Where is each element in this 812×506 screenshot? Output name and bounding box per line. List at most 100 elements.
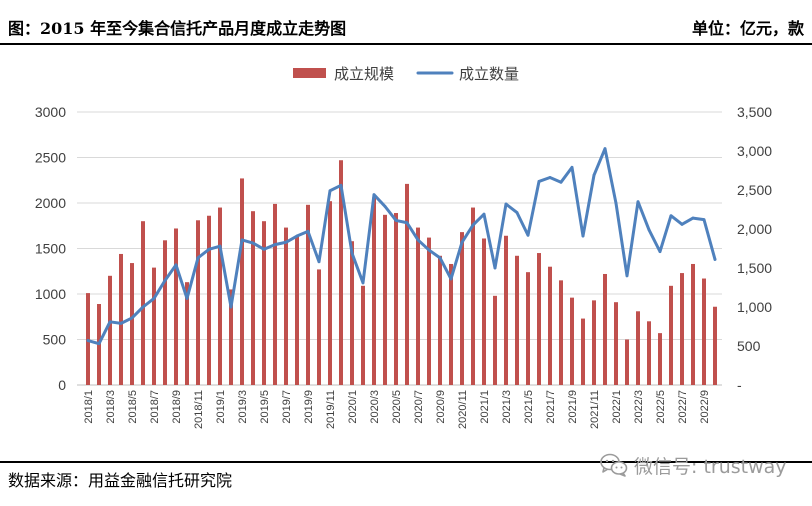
- count-point: [493, 266, 497, 270]
- legend-swatch-scale: [293, 68, 326, 78]
- right-axis-tick-label: 500: [737, 338, 761, 354]
- count-point: [702, 218, 706, 222]
- scale-bar: [493, 295, 497, 385]
- scale-bar: [680, 273, 684, 385]
- scale-bar: [482, 238, 486, 385]
- line-series-count: [86, 147, 717, 346]
- scale-bar: [361, 285, 365, 385]
- scale-bar: [691, 263, 695, 385]
- count-point: [108, 320, 112, 324]
- count-point: [251, 241, 255, 245]
- count-point: [669, 214, 673, 218]
- x-axis-tick-label: 2022/9: [699, 390, 711, 424]
- x-axis-tick-label: 2018/11: [193, 390, 205, 429]
- count-point: [141, 305, 145, 309]
- right-axis: - 500 1,000 1,500 2,000 2,500 3,000 3,500: [737, 104, 772, 393]
- count-point: [240, 238, 244, 242]
- count-point: [262, 247, 266, 251]
- count-point: [394, 219, 398, 222]
- scale-bar: [515, 255, 519, 385]
- scale-bar: [306, 204, 310, 385]
- count-point: [713, 258, 717, 261]
- x-axis-tick-label: 2022/3: [633, 390, 645, 424]
- left-axis: 0 500 1000 1500 2000 2500 3000: [35, 104, 66, 393]
- count-point: [592, 173, 596, 177]
- scale-bar: [163, 240, 167, 385]
- count-point: [537, 180, 541, 183]
- x-axis-tick-label: 2020/5: [391, 390, 403, 424]
- x-axis-tick-label: 2020/11: [457, 390, 469, 429]
- x-axis-tick-label: 2018/9: [171, 390, 183, 424]
- scale-bar: [537, 253, 541, 385]
- left-axis-tick-label: 3000: [35, 104, 66, 120]
- scale-bar: [295, 235, 299, 385]
- header-rule: [0, 43, 812, 45]
- scale-bar: [570, 297, 574, 385]
- count-point: [119, 321, 123, 325]
- count-point: [152, 297, 156, 300]
- count-point: [460, 240, 464, 244]
- scale-bar: [174, 228, 178, 385]
- x-axis-tick-label: 2020/9: [435, 390, 447, 424]
- x-axis-tick-label: 2020/7: [413, 390, 425, 424]
- count-point: [383, 204, 387, 208]
- scale-bar: [141, 221, 145, 385]
- scale-bar: [372, 197, 376, 385]
- scale-bar: [647, 321, 651, 385]
- x-axis-tick-label: 2019/9: [303, 390, 315, 424]
- x-axis-tick-label: 2021/11: [589, 390, 601, 429]
- right-axis-tick-label: -: [737, 377, 742, 393]
- x-axis-tick-label: 2018/5: [127, 390, 139, 424]
- count-point: [361, 281, 365, 285]
- left-axis-tick-label: 500: [43, 332, 67, 348]
- x-axis-tick-label: 2022/5: [655, 390, 667, 424]
- count-point: [207, 247, 211, 251]
- scale-bar: [526, 272, 530, 385]
- x-axis-tick-label: 2021/5: [523, 390, 535, 424]
- x-axis-tick-label: 2018/3: [105, 390, 117, 424]
- count-point: [691, 216, 695, 220]
- scale-bar: [339, 160, 343, 385]
- page-title: 图：2015 年至今集合信托产品月度成立走势图: [8, 19, 347, 38]
- x-axis-tick-label: 2021/7: [545, 390, 557, 424]
- count-point: [647, 228, 651, 232]
- scale-bar: [240, 178, 244, 385]
- scale-bar: [317, 269, 321, 385]
- count-point: [196, 256, 200, 260]
- count-point: [416, 238, 420, 242]
- x-axis-tick-label: 2021/3: [501, 390, 513, 424]
- count-point: [559, 180, 563, 184]
- count-point: [427, 248, 431, 252]
- x-axis-tick-label: 2020/1: [347, 390, 359, 424]
- count-point: [273, 243, 277, 247]
- wechat-icon: [600, 453, 628, 482]
- right-axis-tick-label: 3,000: [737, 143, 772, 159]
- count-point: [482, 212, 486, 216]
- scale-bar: [449, 263, 453, 385]
- left-axis-tick-label: 1500: [35, 241, 66, 257]
- scale-bar: [229, 289, 233, 385]
- scale-bar: [581, 318, 585, 385]
- scale-bar: [669, 285, 673, 385]
- scale-bar: [471, 207, 475, 385]
- x-axis-tick-label: 2022/1: [611, 390, 623, 424]
- scale-bar: [218, 207, 222, 385]
- count-point: [185, 297, 189, 300]
- count-point: [317, 260, 321, 264]
- scale-bar: [350, 241, 354, 385]
- count-point: [603, 147, 607, 151]
- source-note: 数据来源：用益金融信托研究院: [8, 471, 233, 490]
- count-point: [130, 316, 134, 320]
- right-axis-tick-label: 2,500: [737, 182, 772, 198]
- legend: 成立规模 成立数量: [293, 65, 519, 83]
- left-axis-tick-label: 0: [58, 377, 66, 393]
- scale-bar: [273, 203, 277, 385]
- count-line: [86, 147, 717, 346]
- count-point: [471, 223, 475, 227]
- right-axis-tick-label: 1,500: [737, 260, 772, 276]
- x-axis-tick-label: 2019/11: [325, 390, 337, 429]
- x-axis-tick-label: 2022/7: [677, 390, 689, 424]
- x-axis-tick-label: 2019/1: [215, 390, 227, 424]
- count-point: [97, 342, 101, 346]
